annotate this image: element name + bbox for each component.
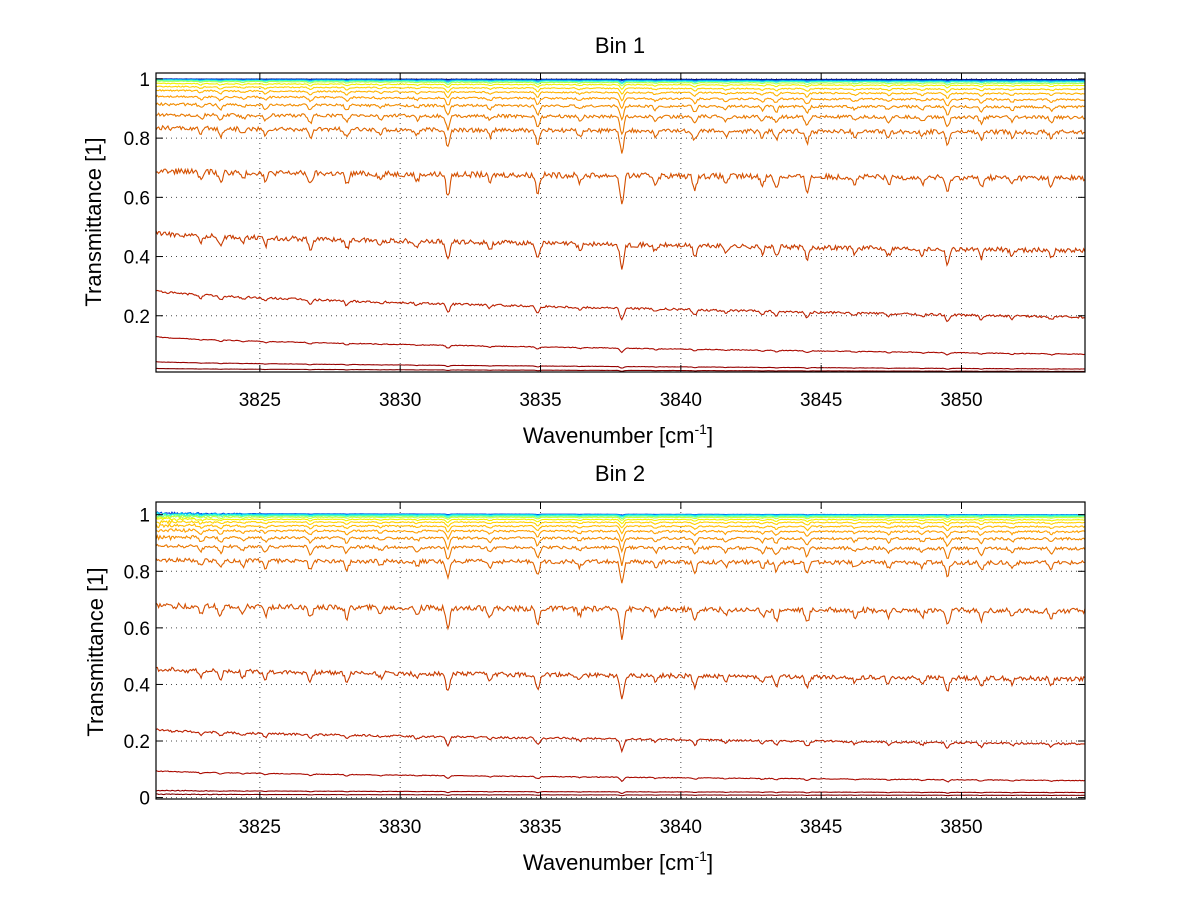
y-tick-label: 1 [139, 506, 150, 527]
chart-title: Bin 1 [595, 33, 645, 58]
series-line [155, 367, 1086, 373]
series-line [155, 289, 1086, 323]
series-line [155, 79, 1086, 85]
y-ticks: 0 0.2 0.4 0.6 0.8 1 [124, 506, 1085, 810]
y-tick-label: 0.6 [124, 619, 150, 640]
panel-bin-1: Bin 1 3825 3830 3835 3840 3845 3850 0.2 0.4 0.6… [81, 33, 1086, 448]
series-line [155, 556, 1086, 584]
series-line [155, 770, 1086, 783]
y-tick-label: 1 [139, 70, 150, 91]
x-tick-label: 3840 [660, 817, 702, 838]
x-tick-label: 3835 [519, 817, 561, 838]
panel-bin-2: Bin 2 3825 3830 3835 3840 3845 3850 0 0.2 0.4 0.… [83, 461, 1086, 875]
series-line [155, 515, 1086, 521]
x-tick-label: 3835 [519, 390, 561, 411]
y-axis-label: Transmittance [1] [83, 567, 108, 736]
series-line [155, 101, 1086, 122]
series-line [155, 516, 1086, 525]
x-tick-label: 3830 [379, 817, 421, 838]
series-line [155, 527, 1086, 543]
x-tick-label: 3840 [660, 390, 702, 411]
y-ticks: 0.2 0.4 0.6 0.8 1 [124, 70, 1085, 328]
series-line [155, 512, 1086, 518]
x-tick-label: 3825 [239, 390, 281, 411]
axes-box [155, 501, 1086, 800]
series-line [155, 85, 1086, 95]
x-tick-label: 3825 [239, 817, 281, 838]
y-tick-label: 0.8 [124, 129, 150, 150]
x-tick-label: 3845 [800, 817, 842, 838]
series-line [155, 533, 1086, 554]
series-line [155, 513, 1086, 520]
x-tick-label: 3845 [800, 390, 842, 411]
grid [156, 73, 1085, 372]
chart-title: Bin 2 [595, 461, 645, 486]
series-line [155, 666, 1086, 700]
axes-box [155, 72, 1086, 373]
series-line [155, 789, 1086, 795]
y-tick-label: 0.8 [124, 562, 150, 583]
series-line [155, 543, 1086, 566]
series-line [155, 601, 1086, 640]
y-tick-label: 0.4 [124, 248, 151, 269]
series-line [155, 728, 1086, 754]
series-line [155, 89, 1086, 102]
series-line [155, 230, 1086, 270]
y-tick-label: 0.2 [124, 307, 150, 328]
x-tick-label: 3850 [940, 390, 982, 411]
series-line [155, 78, 1086, 83]
series-line [155, 80, 1086, 87]
series-line [155, 360, 1086, 370]
series-line [155, 335, 1086, 356]
series-line [155, 793, 1086, 797]
x-tick-label: 3830 [379, 390, 421, 411]
series-line [155, 167, 1086, 205]
series-line [155, 112, 1086, 136]
series-layer [155, 511, 1086, 797]
series-line [155, 94, 1086, 110]
x-ticks: 3825 3830 3835 3840 3845 3850 [239, 73, 983, 411]
x-tick-label: 3850 [940, 817, 982, 838]
y-tick-label: 0 [139, 789, 150, 810]
series-line [155, 522, 1086, 535]
series-line [155, 518, 1086, 529]
series-line [155, 124, 1086, 154]
y-tick-label: 0.6 [124, 188, 150, 209]
x-ticks: 3825 3830 3835 3840 3845 3850 [239, 502, 983, 838]
x-axis-label: Wavenumber [cm-1] [523, 421, 713, 448]
x-axis-label: Wavenumber [cm-1] [523, 848, 713, 875]
y-axis-label: Transmittance [1] [81, 137, 106, 306]
y-tick-label: 0.2 [124, 732, 150, 753]
series-line [155, 82, 1086, 91]
series-layer [155, 78, 1086, 373]
y-tick-label: 0.4 [124, 675, 151, 696]
series-line [155, 78, 1086, 82]
